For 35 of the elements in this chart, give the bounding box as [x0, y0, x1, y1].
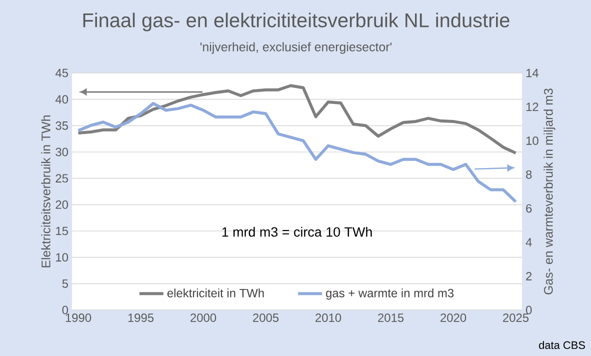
chart-subtitle: 'nijverheid, exclusief energiesector' [200, 42, 392, 54]
x-tick-label: 1995 [128, 314, 154, 322]
y2-tick-label: 2 [526, 272, 532, 280]
y-tick-label: 30 [56, 148, 68, 156]
y-tick-label: 25 [56, 174, 68, 183]
y-tick-label: 35 [56, 121, 68, 130]
x-tick-label: 2005 [253, 314, 279, 322]
y2-tick-label: 0 [526, 306, 532, 314]
x-tick-label: 2020 [440, 314, 466, 322]
y-tick-label: 0 [62, 306, 68, 314]
y-tick-label: 45 [55, 68, 68, 78]
y-axis-title: Elektriciteitsverbruik in TWh [41, 116, 50, 268]
y2-tick-label: 12 [526, 102, 538, 112]
y2-tick-label: 8 [526, 170, 532, 179]
y2-tick-label: 14 [526, 68, 538, 78]
y-tick-label: 20 [56, 200, 68, 209]
y-tick-label: 40 [55, 95, 68, 104]
y-tick-label: 10 [56, 253, 68, 262]
x-tick-label: 2025 [503, 314, 529, 322]
x-tick-label: 1990 [66, 314, 92, 322]
y2-tick-label: 6 [526, 204, 532, 213]
y2-axis-title: Gas- en warmteverbruik in miljard m3 [544, 88, 556, 294]
x-tick-label: 2000 [190, 314, 216, 322]
legend-label: gas + warmte in mrd m3 [326, 288, 454, 300]
annotation: 1 mrd m3 = circa 10 TWh [222, 226, 372, 237]
y-tick-label: 15 [56, 226, 68, 236]
text: data CBS [539, 340, 585, 350]
legend-label: elektriciteit in TWh [167, 288, 264, 298]
x-tick-label: 2015 [378, 314, 404, 322]
y2-tick-label: 10 [526, 136, 538, 145]
y-tick-label: 5 [62, 280, 68, 288]
y2-tick-label: 4 [526, 238, 532, 246]
line-series [76, 84, 518, 155]
chart-title: Finaal gas- en elektricititeitsverbruik NL industrie [83, 12, 510, 32]
x-tick-label: 2010 [316, 314, 342, 322]
